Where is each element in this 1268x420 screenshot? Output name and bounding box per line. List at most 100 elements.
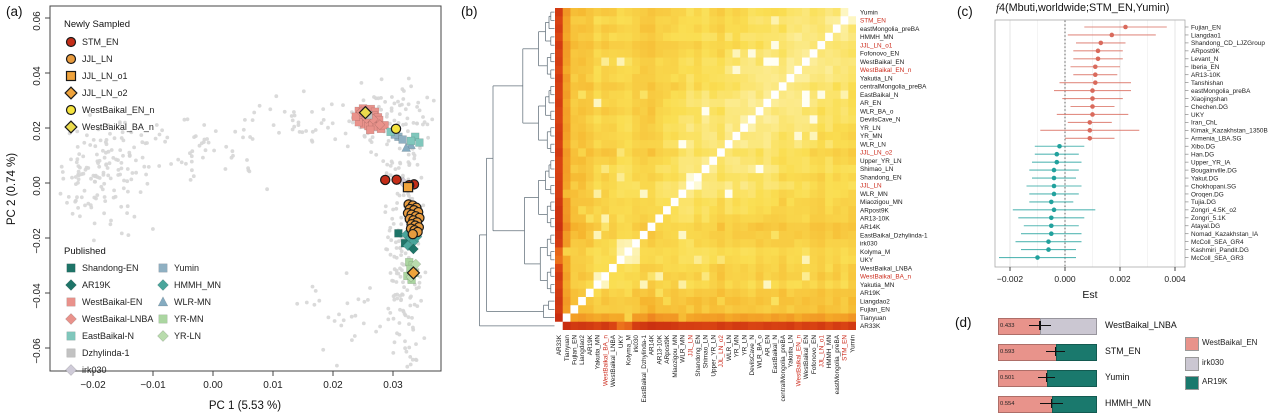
pca-data-points — [351, 104, 425, 284]
background-point — [125, 167, 130, 171]
background-point — [386, 139, 391, 143]
background-point — [405, 116, 410, 121]
background-point — [122, 178, 126, 183]
error-bar-center-tick — [1054, 347, 1057, 356]
background-point — [93, 173, 98, 178]
background-point — [317, 298, 322, 303]
f4-row-label: Zongri_5.1K — [1191, 215, 1227, 222]
heatmap-row-label: Shandong_EN — [860, 174, 902, 181]
heatmap-row-label: WestBaikal_LNBA — [860, 265, 913, 272]
background-point — [406, 102, 411, 107]
background-point — [390, 278, 394, 283]
background-point — [132, 145, 137, 150]
background-point — [353, 313, 358, 318]
qpadm-legend-item: AR19K — [1185, 376, 1265, 390]
est-dot-Xiaojingshan — [1090, 96, 1095, 101]
background-point — [384, 171, 389, 176]
background-point — [77, 152, 82, 157]
background-point — [406, 160, 411, 165]
background-point — [321, 118, 326, 122]
background-point — [70, 175, 74, 180]
f4-row-label: Armenia_LBA.SG — [1191, 136, 1241, 143]
y-tick-label: −0.04 — [32, 283, 43, 309]
heatmap-column-label: HMMH_MN — [826, 335, 833, 369]
background-point — [418, 146, 422, 150]
background-point — [145, 181, 150, 186]
est-dot-ARpost9K — [1095, 48, 1101, 54]
heatmap-row-label: Shimao_LN — [860, 166, 894, 173]
background-point — [274, 94, 279, 99]
background-point — [388, 121, 392, 126]
est-dot-Kashmiri_Pandit.DG — [1046, 247, 1051, 252]
background-point — [389, 106, 394, 111]
background-point — [292, 124, 297, 129]
est-dot-McColl_SEA_GR4 — [1046, 239, 1051, 244]
panel-c-label: (c) — [957, 4, 973, 19]
point-STM_EN — [380, 174, 391, 186]
background-point — [426, 135, 430, 140]
background-point — [134, 170, 139, 175]
f4-row-label: Upper_YR_IA — [1191, 159, 1231, 166]
heatmap-column-label: Shimao_LN — [703, 335, 710, 369]
bar-target-label: WestBaikal_LNBA — [1105, 320, 1177, 330]
f4-forest-plot: Fujian_ENLiangdao1Shandong_CD_LJZGroupAR… — [994, 19, 1268, 301]
bar-target-label: HMMH_MN — [1105, 398, 1151, 408]
background-point — [405, 364, 410, 369]
background-point — [121, 153, 125, 158]
heatmap-column-label: Yakutia_LN — [788, 335, 795, 368]
heatmap-column-label: WLR_BA_o — [757, 335, 764, 369]
qpadm-bar-row: 0.593 STM_EN — [985, 344, 1268, 361]
heatmap-row-label: JJL_LN_o2 — [860, 150, 893, 157]
heatmap-column-label: AR19K — [587, 334, 594, 355]
background-point — [349, 314, 354, 319]
background-point — [104, 138, 109, 142]
background-point — [374, 96, 378, 101]
pca-y-axis-title: PC 2 (0.74 %) — [6, 153, 18, 225]
background-point — [74, 160, 79, 165]
point-JJL_LN_o1 — [402, 181, 414, 193]
legend-label-AR19K: AR19K — [82, 280, 111, 290]
background-point — [392, 267, 397, 272]
background-point — [119, 161, 124, 165]
error-bar-center-tick — [1046, 373, 1048, 382]
background-point — [96, 161, 100, 166]
heatmap-row-label: AR_EN — [860, 100, 882, 107]
background-point — [430, 117, 435, 122]
background-point — [108, 222, 113, 227]
heatmap-column-label: JJL_LN_o1 — [819, 335, 826, 368]
legend-marker-JJL_LN — [65, 53, 77, 65]
background-point — [393, 167, 398, 172]
background-point — [73, 175, 78, 179]
background-point — [88, 113, 92, 117]
background-point — [76, 164, 81, 169]
heatmap-row-label: AR19K — [860, 290, 881, 297]
y-tick-label: 0.02 — [32, 121, 43, 141]
background-point — [76, 169, 81, 174]
background-point — [392, 101, 397, 106]
background-point — [191, 174, 196, 179]
f3-heatmap — [555, 8, 856, 330]
legend-label-YR-MN: YR-MN — [174, 314, 204, 324]
x-tick-label: −0.02 — [80, 380, 106, 391]
panel-b-label: (b) — [461, 4, 478, 19]
background-point — [66, 195, 71, 199]
f4-row-label: Yakut.DG — [1191, 175, 1218, 182]
x-tick-label: 0.000 — [1054, 274, 1076, 284]
background-point — [368, 286, 372, 290]
heatmap-column-label: Yumin — [849, 335, 856, 353]
point-Shandong-EN — [394, 229, 403, 238]
background-point — [282, 109, 287, 114]
heatmap-column-label: WestBaikal_BA_n — [602, 335, 609, 386]
background-point — [98, 138, 103, 143]
legend-newly-title: Newly Sampled — [64, 19, 130, 30]
background-point — [414, 342, 418, 346]
est-dot-Iberia_EN — [1093, 64, 1098, 70]
background-point — [139, 133, 144, 138]
background-point — [296, 120, 301, 125]
background-point — [408, 355, 413, 359]
background-point — [374, 329, 378, 334]
heatmap-column-label: STM_EN — [842, 335, 849, 361]
heatmap-row-labels: YuminSTM_ENeastMongolia_preBAHMMH_MNJJL_… — [860, 9, 928, 330]
background-point — [189, 159, 194, 164]
background-point — [111, 195, 116, 200]
